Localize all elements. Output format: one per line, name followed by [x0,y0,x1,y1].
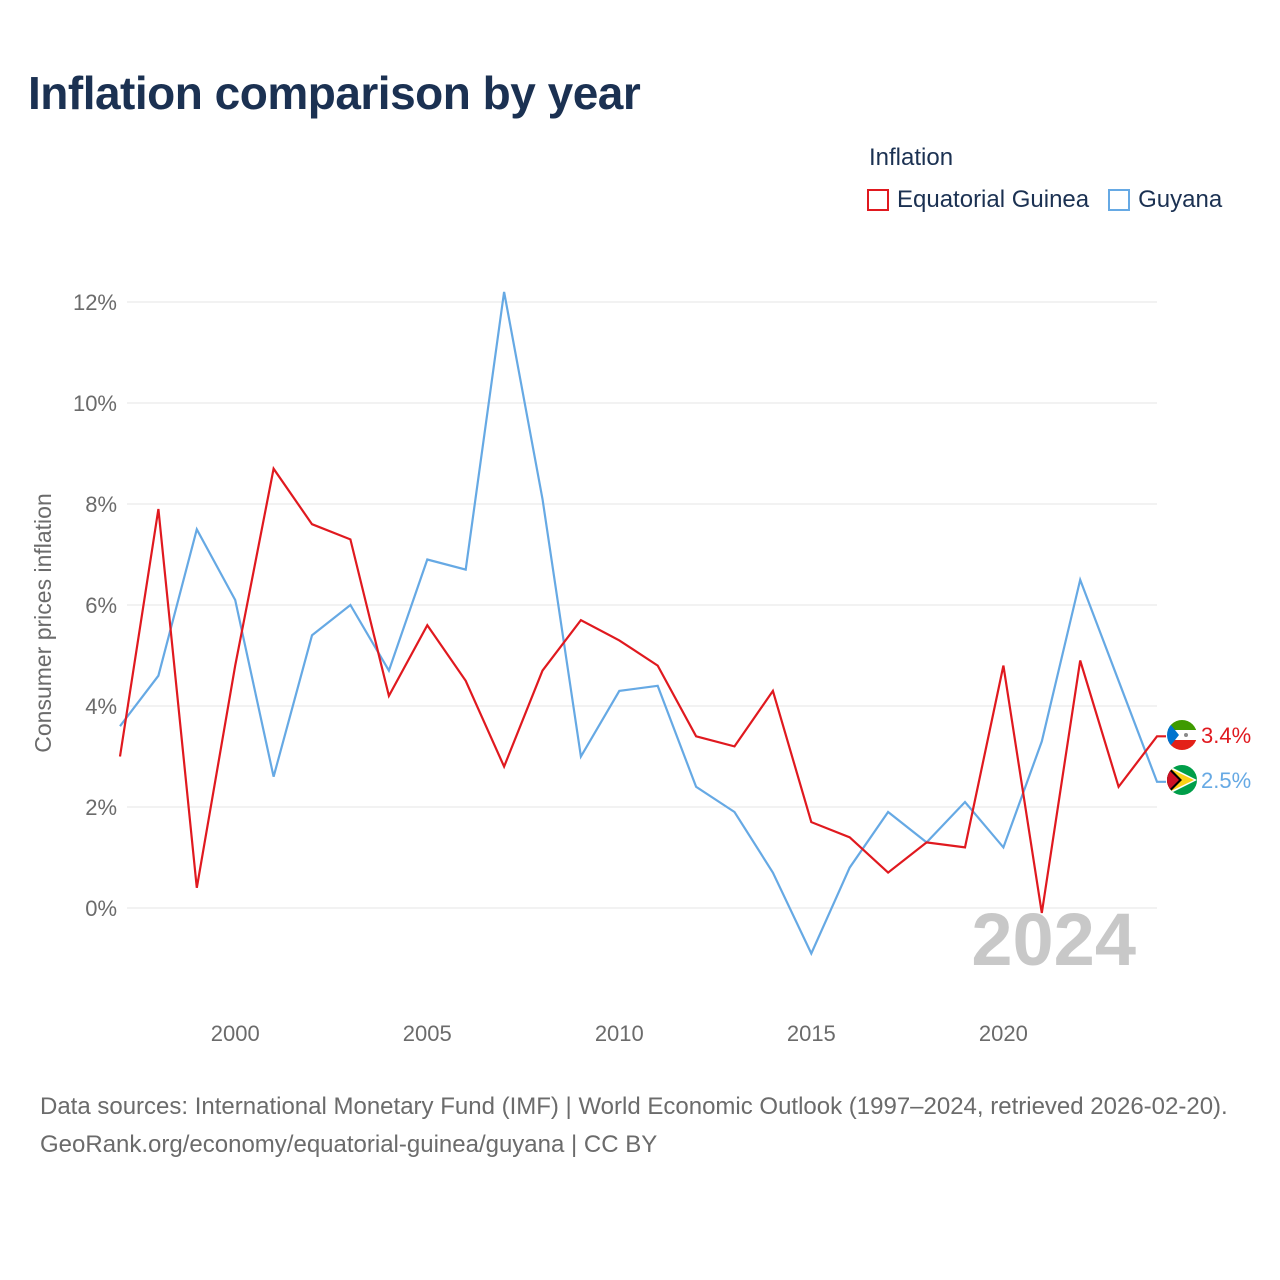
year-watermark: 2024 [971,898,1136,981]
y-tick-label: 12% [73,290,117,315]
x-tick-label: 2005 [403,1021,452,1046]
data-sources: Data sources: International Monetary Fun… [40,1093,1228,1120]
legend-swatch-guyana [1108,189,1131,211]
y-tick-label: 4% [85,694,117,719]
legend-item-equatorial-guinea[interactable]: Equatorial Guinea [867,186,1089,214]
y-tick-label: 2% [85,795,117,820]
flag-equatorial-guinea-icon [1167,720,1197,750]
legend-item-guyana[interactable]: Guyana [1108,186,1222,214]
y-axis-title: Consumer prices inflation [30,493,56,753]
y-tick-label: 6% [85,593,117,618]
x-tick-label: 2010 [595,1021,644,1046]
credit-link[interactable]: GeoRank.org/economy/equatorial-guinea/gu… [40,1131,658,1158]
footer: Data sources: International Monetary Fun… [40,1088,1250,1164]
x-tick-label: 2020 [979,1021,1028,1046]
line-chart: 0% 2% 4% 6% 8% 10% 12% 2000 2005 2010 2015 2020 3.4%… [30,290,1251,1046]
end-label-equatorial-guinea: 3.4% [1201,723,1251,748]
legend-label-guyana: Guyana [1138,186,1223,213]
legend-label-equatorial-guinea: Equatorial Guinea [897,186,1090,213]
y-tick-label: 10% [73,391,117,416]
x-tick-label: 2000 [211,1021,260,1046]
chart-title: Inflation comparison by year [28,67,641,119]
y-tick-label: 0% [85,896,117,921]
flag-guyana-icon [1167,765,1197,795]
legend: Equatorial Guinea Guyana [867,186,1241,214]
x-tick-label: 2015 [787,1021,836,1046]
y-tick-label: 8% [85,492,117,517]
legend-swatch-equatorial-guinea [867,189,889,211]
legend-title: Inflation [869,144,954,171]
series-line-equatorial-guinea[interactable] [118,465,1166,914]
series-line-guyana[interactable] [119,291,1166,957]
end-label-guyana: 2.5% [1201,768,1251,793]
